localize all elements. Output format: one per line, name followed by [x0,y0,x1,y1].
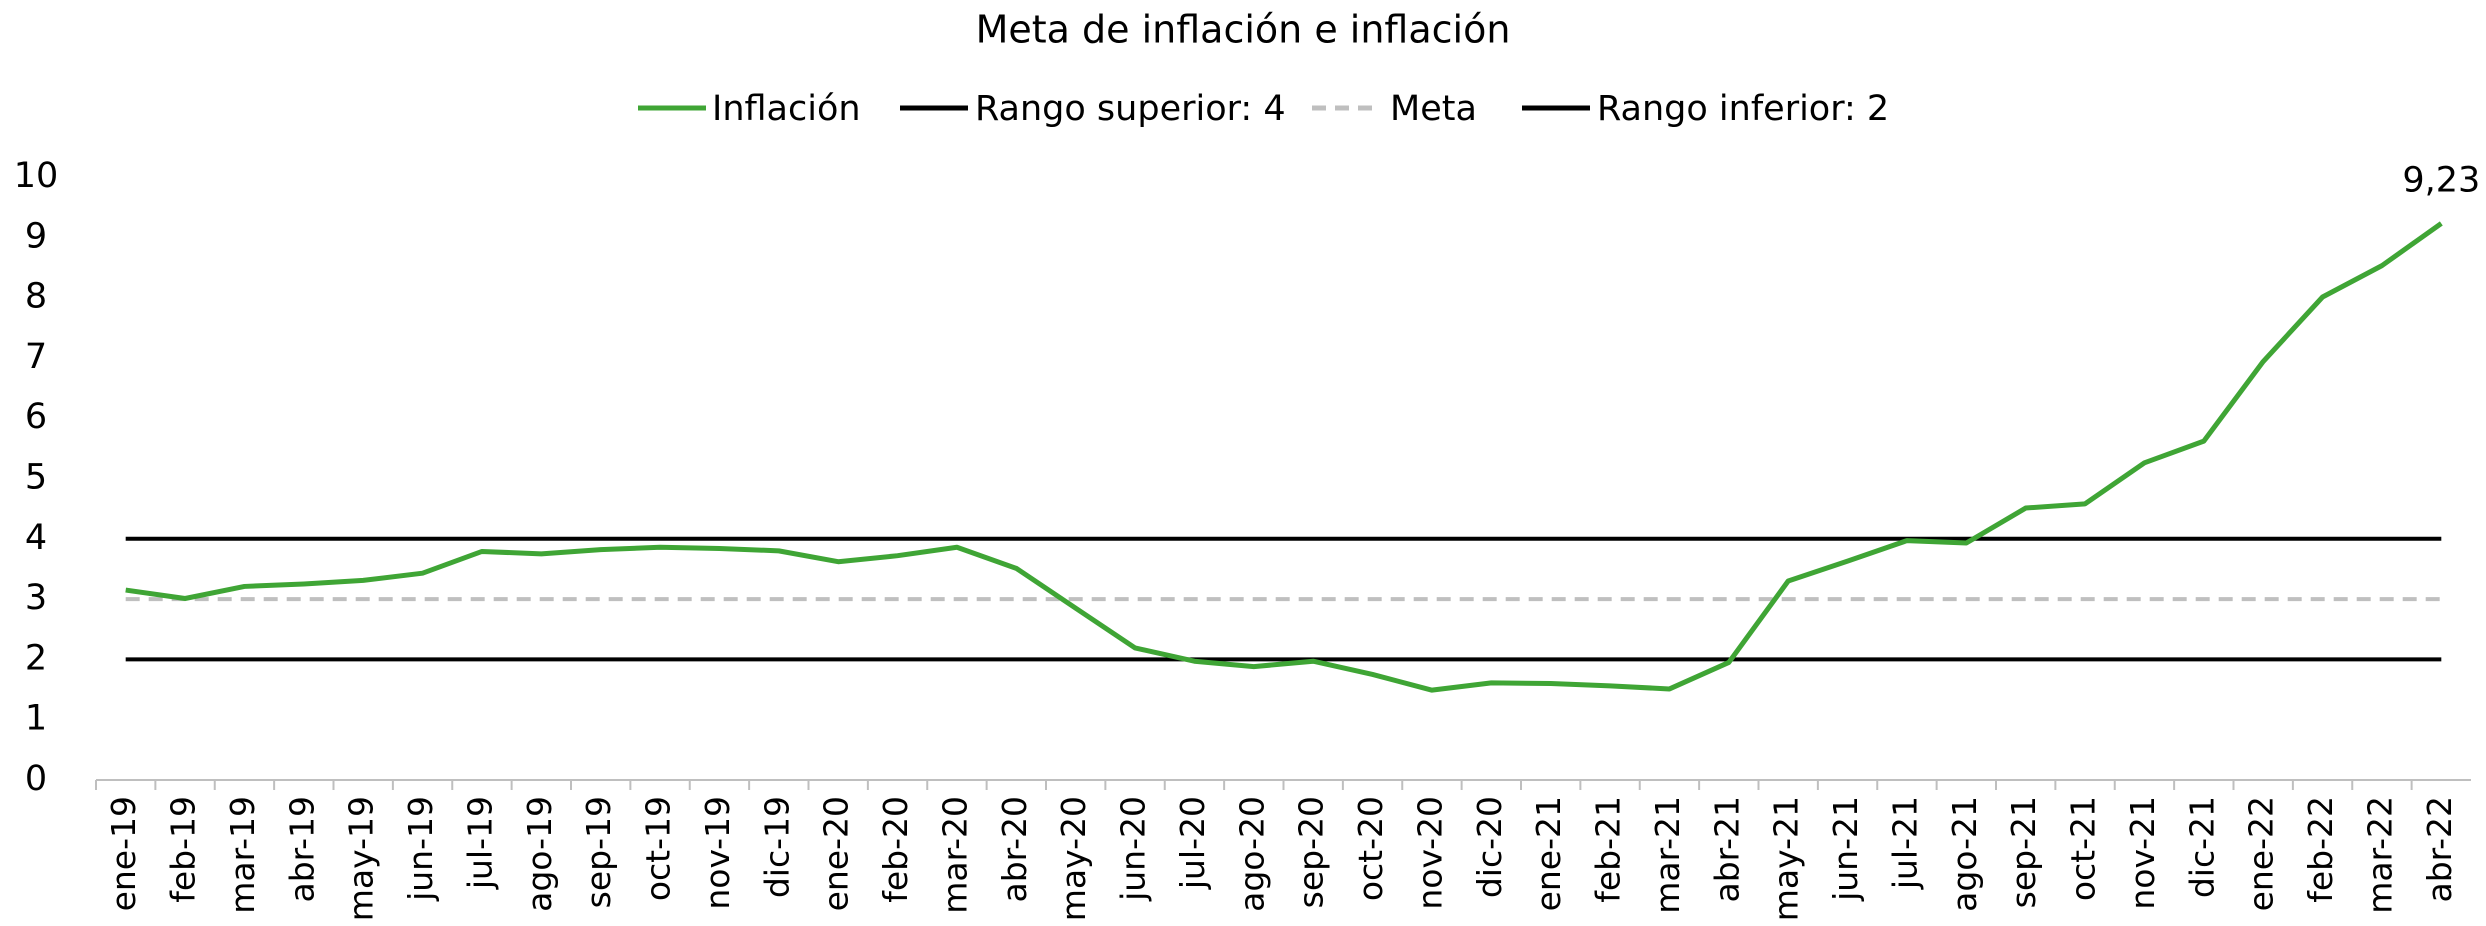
x-tick-label: abr-20 [995,796,1034,903]
x-tick-label: dic-19 [757,796,796,898]
x-tick-label: may-21 [1767,796,1806,921]
x-tick-label: feb-21 [1589,796,1628,903]
x-tick-label: ene-21 [1529,796,1568,911]
series-line [125,221,2443,693]
x-tick-label: sep-21 [2004,796,2043,908]
x-tick-label: ago-20 [1232,796,1271,912]
x-tick-label: ene-20 [817,796,856,911]
x-tick-label: jun-20 [1114,796,1153,902]
y-tick-label: 10 [14,156,59,196]
x-tick-label: jul-20 [1173,796,1212,890]
y-tick-label: 9 [25,216,47,256]
legend-label: Rango superior: 4 [975,89,1286,129]
y-tick-label: 1 [25,699,47,739]
x-tick-label: ago-21 [1945,796,1984,912]
x-tick-label: mar-22 [2360,796,2399,914]
x-tick-label: jul-21 [1885,796,1924,890]
x-tick-label: ene-22 [2242,796,2281,911]
x-tick-label: jun-19 [401,796,440,902]
x-tick-label: dic-20 [1470,796,1509,898]
x-tick-label: feb-22 [2301,796,2340,903]
y-tick-label: 0 [25,759,47,799]
x-tick-label: feb-20 [876,796,915,903]
x-tick-label: abr-19 [282,796,321,903]
x-tick-label: feb-19 [164,796,203,903]
chart-title: Meta de inflación e inflación [976,8,1511,52]
x-tick-label: oct-19 [639,796,678,901]
y-tick-label: 7 [25,337,47,377]
data-label: 9,23 [2402,160,2480,200]
x-tick-label: ene-19 [104,796,143,911]
y-tick-label: 4 [25,518,47,558]
x-tick-label: ago-19 [520,796,559,912]
x-tick-label: may-20 [1054,796,1093,921]
y-tick-label: 2 [25,638,47,678]
x-tick-label: mar-20 [935,796,974,914]
y-tick-label: 8 [25,277,47,317]
x-tick-label: sep-19 [579,796,618,908]
x-tick-label: abr-22 [2420,796,2459,903]
legend-label: Meta [1390,89,1477,129]
x-tick-label: oct-20 [1351,796,1390,901]
x-tick-label: nov-20 [1410,796,1449,910]
x-tick-label: mar-19 [223,796,262,914]
y-tick-label: 6 [25,397,47,437]
x-tick-label: nov-21 [2123,796,2162,910]
x-tick-label: oct-21 [2064,796,2103,901]
legend-label: Inflación [712,89,861,129]
x-tick-label: mar-21 [1648,796,1687,914]
x-tick-label: abr-21 [1707,796,1746,903]
legend-label: Rango inferior: 2 [1597,89,1889,129]
y-tick-label: 5 [25,458,47,498]
x-tick-label: sep-20 [1292,796,1331,908]
x-tick-label: nov-19 [698,796,737,910]
x-tick-label: jul-19 [460,796,499,890]
y-tick-label: 3 [25,578,47,618]
x-tick-label: dic-21 [2182,796,2221,898]
x-tick-label: jun-21 [1826,796,1865,902]
x-tick-label: may-19 [342,796,381,921]
